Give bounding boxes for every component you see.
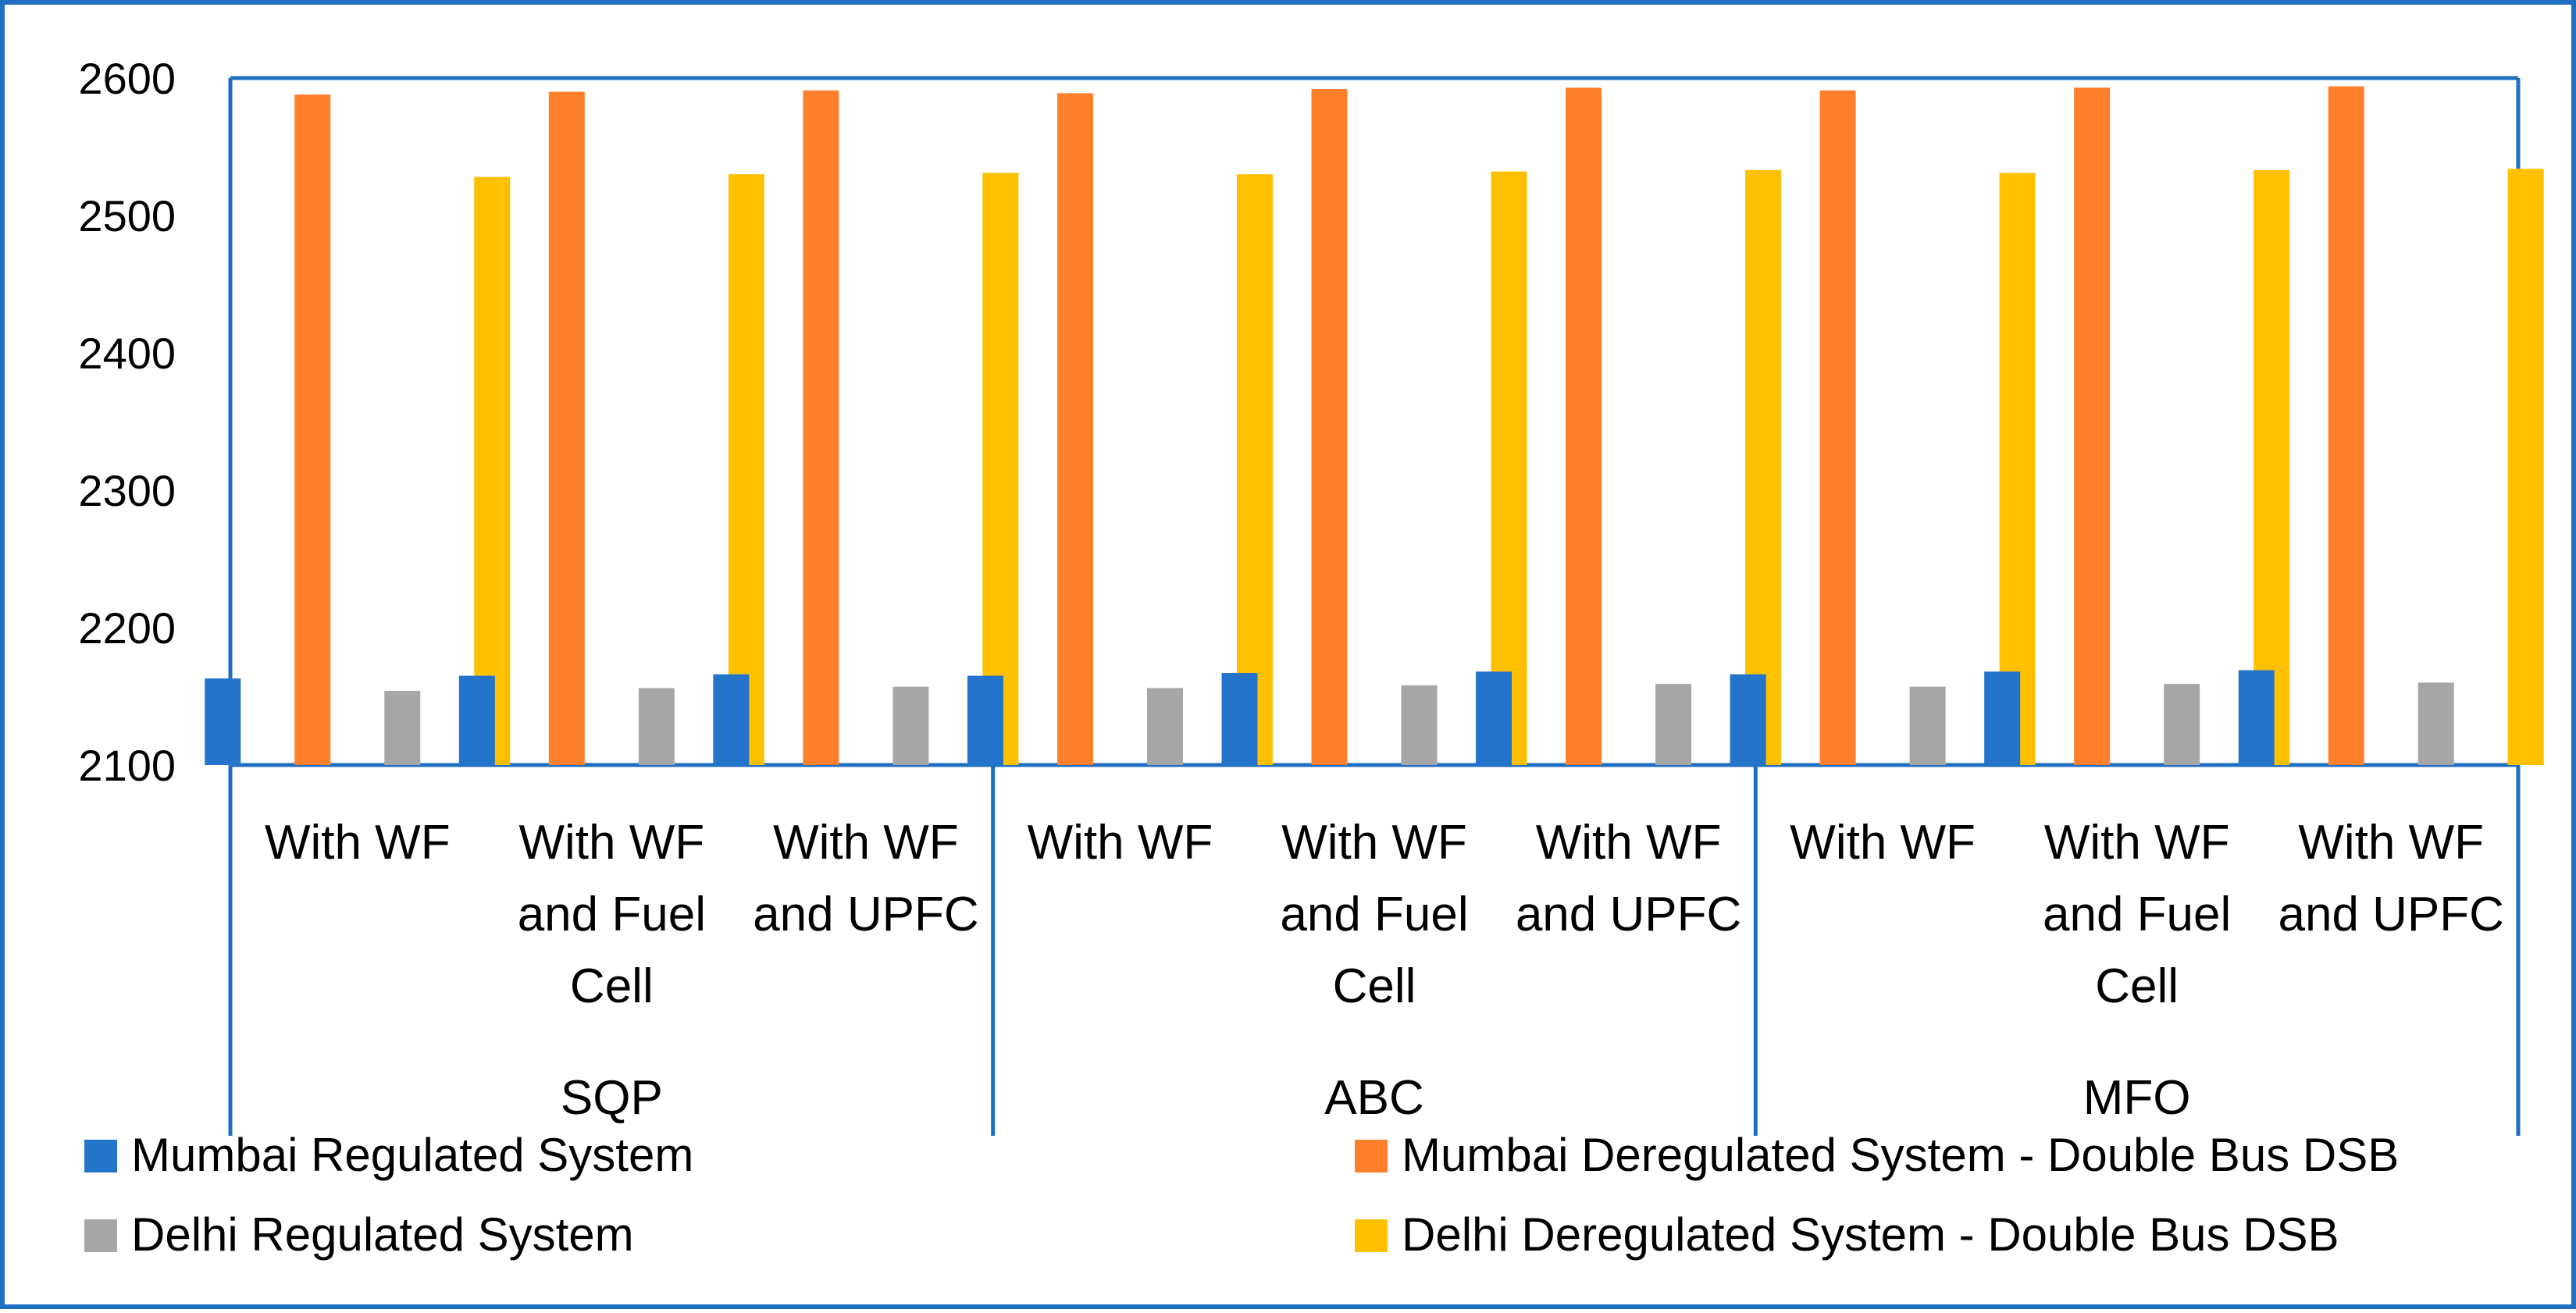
x-tick-label: With WF: [2298, 816, 2484, 870]
bar: [474, 176, 511, 766]
x-tick-label: With WF: [265, 816, 451, 870]
group-label: ABC: [1324, 1071, 1423, 1125]
bar: [2164, 684, 2200, 765]
x-axis-category-labels: With WF With WF and Fuel Cell With WF and UPF…: [265, 816, 2504, 1013]
bar: [2238, 670, 2275, 765]
legend-label: Mumbai Deregulated System - Double Bus D…: [1402, 1129, 2399, 1181]
x-tick-label: With WF: [1790, 816, 1976, 870]
bar: [548, 91, 585, 766]
bar: [205, 678, 241, 765]
bar: [1745, 169, 1782, 766]
bar: [1566, 87, 1602, 765]
legend: Mumbai Regulated System Mumbai Deregulate…: [84, 1129, 2399, 1261]
legend-label: Delhi Regulated System: [131, 1208, 634, 1261]
bar: [294, 94, 331, 766]
legend-swatch: [1355, 1219, 1388, 1252]
bar: [1655, 684, 1692, 765]
bar: [1984, 671, 2021, 765]
bar: [893, 686, 929, 765]
x-tick-label: and Fuel: [518, 888, 706, 941]
y-axis-tick-labels: 2100 2200 2300 2400 2500 2600: [78, 54, 176, 790]
x-tick-label: and Fuel: [2043, 888, 2231, 941]
plot-frame-group: [228, 76, 2521, 1136]
y-tick-label: 2400: [78, 329, 176, 378]
x-tick-label: With WF: [2044, 816, 2230, 870]
bar: [1056, 93, 1093, 766]
bar: [1236, 174, 1273, 765]
bar: [638, 688, 675, 765]
group-label: SQP: [561, 1071, 663, 1125]
bar: [1146, 688, 1183, 765]
x-tick-label: and UPFC: [753, 888, 978, 941]
bar: [982, 173, 1019, 765]
x-tick-label: and UPFC: [1516, 888, 1741, 941]
bar: [1491, 171, 1527, 765]
bar: [967, 675, 1003, 765]
legend-swatch: [84, 1219, 117, 1252]
x-tick-label: With WF: [1028, 816, 1213, 870]
x-tick-label: With WF: [1536, 816, 1722, 870]
bar: [1221, 673, 1258, 765]
legend-swatch: [1355, 1140, 1388, 1172]
bar: [2328, 86, 2364, 765]
bar: [1999, 173, 2036, 765]
y-tick-label: 2100: [78, 741, 176, 790]
y-tick-label: 2200: [78, 603, 176, 653]
x-tick-label: and Fuel: [1280, 888, 1468, 941]
bar: [458, 675, 495, 765]
bar: [384, 690, 421, 765]
bar: [1730, 674, 1766, 765]
x-tick-label: With WF: [519, 816, 705, 870]
bar: [2417, 682, 2454, 765]
bar: [2074, 87, 2111, 765]
legend-label: Delhi Deregulated System - Double Bus DS…: [1402, 1208, 2339, 1261]
x-tick-label: and UPFC: [2278, 888, 2503, 941]
legend-swatch: [84, 1140, 117, 1172]
y-tick-label: 2300: [78, 466, 176, 515]
x-tick-label: With WF: [773, 816, 959, 870]
x-tick-label: With WF: [1281, 816, 1467, 870]
bar: [1819, 90, 1856, 766]
bar: [803, 90, 839, 766]
x-tick-label: Cell: [2095, 959, 2179, 1013]
bar: [713, 674, 750, 765]
legend-label: Mumbai Regulated System: [131, 1129, 693, 1181]
bar: [1311, 89, 1348, 765]
bar: [728, 174, 764, 765]
bar: [2507, 169, 2544, 765]
bar: [1401, 685, 1438, 765]
y-tick-label: 2600: [78, 54, 176, 103]
y-tick-label: 2500: [78, 191, 176, 240]
bars-group: [205, 86, 2544, 766]
x-tick-label: Cell: [570, 959, 654, 1013]
x-tick-label: Cell: [1333, 959, 1416, 1013]
bar: [1909, 686, 1946, 765]
x-axis-group-labels: SQP ABC MFO: [561, 1071, 2191, 1125]
bar: [1476, 671, 1512, 765]
bar: [2254, 169, 2290, 766]
group-label: MFO: [2083, 1071, 2191, 1125]
